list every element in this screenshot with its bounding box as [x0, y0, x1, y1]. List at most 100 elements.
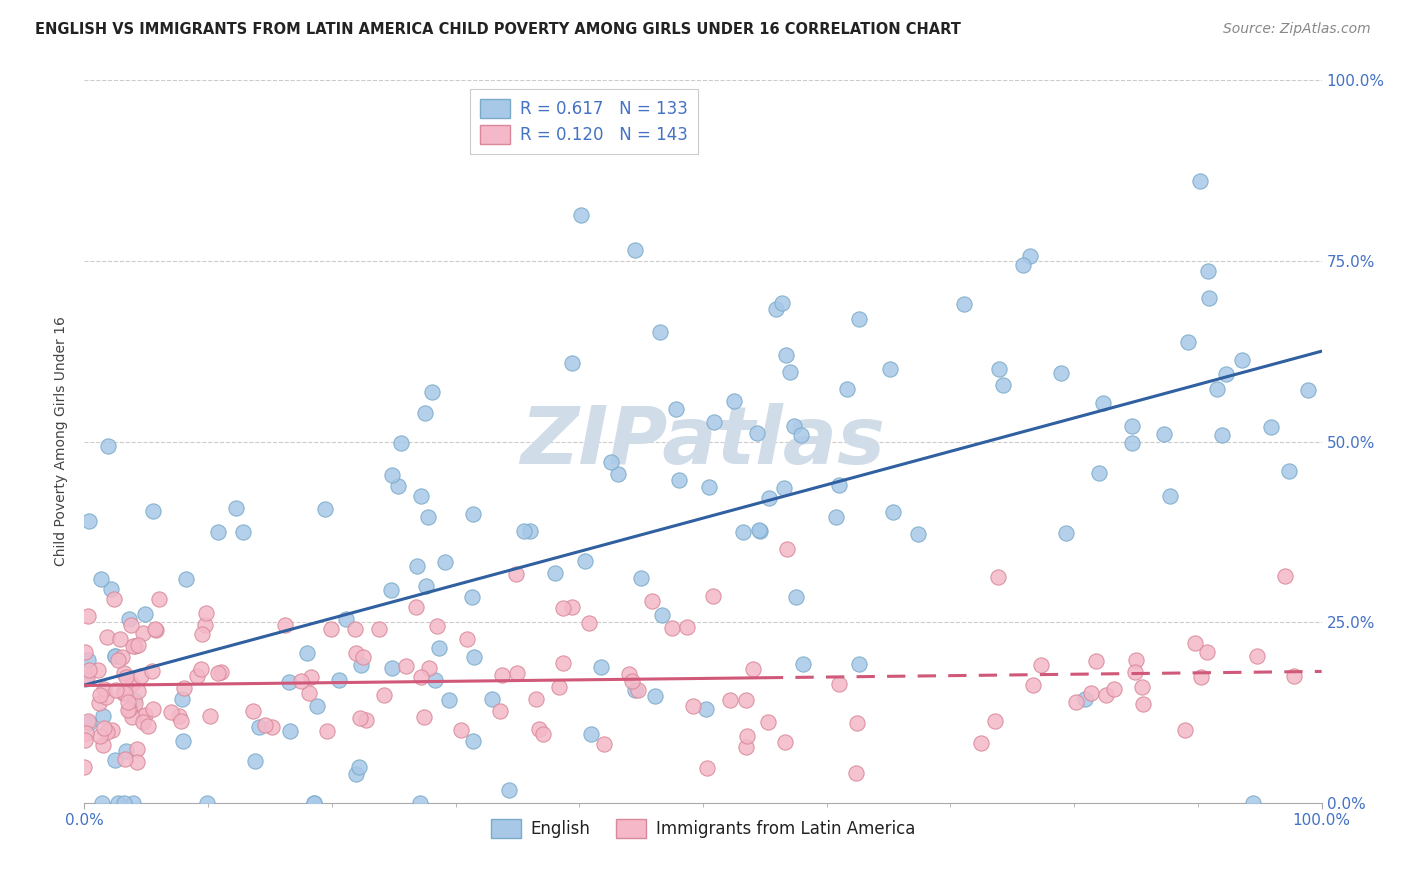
Point	[1198, 263, 1220, 277]
Point	[561, 599, 583, 614]
Point	[118, 612, 141, 626]
Point	[1074, 692, 1097, 706]
Point	[498, 783, 520, 797]
Point	[437, 693, 460, 707]
Point	[1278, 464, 1301, 478]
Point	[415, 579, 437, 593]
Point	[703, 416, 725, 430]
Point	[1189, 174, 1212, 188]
Point	[463, 650, 485, 665]
Point	[621, 673, 644, 688]
Point	[696, 762, 718, 776]
Point	[426, 619, 449, 633]
Point	[127, 684, 149, 698]
Point	[882, 505, 904, 519]
Point	[87, 663, 110, 677]
Point	[1029, 658, 1052, 673]
Point	[274, 617, 297, 632]
Point	[413, 406, 436, 420]
Point	[489, 704, 512, 718]
Point	[353, 649, 375, 664]
Point	[1095, 689, 1118, 703]
Point	[756, 714, 779, 729]
Point	[845, 766, 868, 780]
Point	[91, 796, 114, 810]
Point	[349, 760, 371, 774]
Point	[148, 591, 170, 606]
Point	[825, 509, 848, 524]
Point	[569, 208, 592, 222]
Point	[1246, 648, 1268, 663]
Point	[115, 670, 138, 684]
Point	[630, 571, 652, 585]
Point	[848, 657, 870, 672]
Point	[307, 699, 329, 714]
Point	[124, 640, 146, 654]
Point	[91, 739, 114, 753]
Point	[1260, 419, 1282, 434]
Point	[343, 622, 366, 636]
Point	[77, 514, 100, 528]
Point	[354, 713, 377, 727]
Point	[648, 325, 671, 339]
Point	[848, 312, 870, 326]
Point	[104, 648, 127, 663]
Point	[1092, 396, 1115, 410]
Point	[907, 527, 929, 541]
Point	[505, 567, 527, 582]
Point	[456, 632, 478, 647]
Point	[90, 572, 112, 586]
Point	[120, 617, 142, 632]
Point	[1206, 382, 1229, 396]
Point	[302, 796, 325, 810]
Point	[792, 657, 814, 672]
Point	[316, 724, 339, 739]
Point	[380, 582, 402, 597]
Point	[548, 680, 571, 694]
Point	[115, 744, 138, 758]
Point	[94, 690, 117, 705]
Point	[232, 524, 254, 539]
Point	[247, 720, 270, 734]
Point	[1215, 367, 1237, 381]
Point	[297, 646, 319, 660]
Point	[97, 439, 120, 453]
Point	[718, 693, 741, 707]
Point	[1121, 419, 1143, 434]
Point	[290, 673, 312, 688]
Point	[142, 702, 165, 716]
Point	[1011, 259, 1033, 273]
Point	[1022, 678, 1045, 692]
Point	[242, 704, 264, 718]
Point	[211, 665, 233, 679]
Point	[835, 382, 858, 396]
Point	[1191, 670, 1213, 684]
Y-axis label: Child Poverty Among Girls Under 16: Child Poverty Among Girls Under 16	[55, 317, 69, 566]
Point	[191, 627, 214, 641]
Point	[112, 665, 135, 680]
Point	[1054, 525, 1077, 540]
Point	[991, 378, 1014, 392]
Point	[427, 641, 450, 656]
Point	[103, 592, 125, 607]
Point	[661, 621, 683, 635]
Point	[194, 617, 217, 632]
Point	[134, 607, 156, 621]
Point	[527, 723, 550, 737]
Point	[172, 734, 194, 748]
Point	[89, 729, 111, 743]
Point	[335, 612, 357, 626]
Point	[513, 524, 536, 538]
Point	[143, 622, 166, 636]
Point	[89, 688, 111, 702]
Point	[952, 297, 974, 311]
Point	[77, 716, 100, 731]
Point	[127, 742, 149, 756]
Point	[481, 692, 503, 706]
Point	[735, 729, 758, 743]
Point	[641, 593, 664, 607]
Point	[101, 723, 124, 737]
Point	[970, 735, 993, 749]
Point	[765, 301, 787, 316]
Point	[561, 356, 583, 370]
